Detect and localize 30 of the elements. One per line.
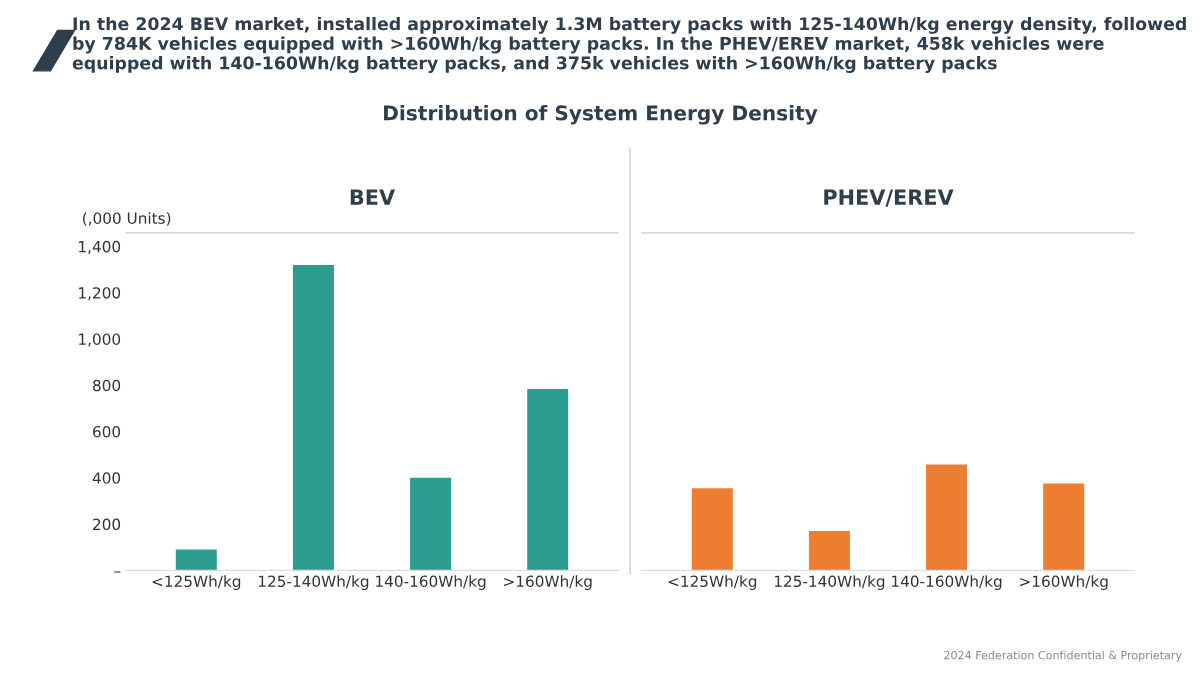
x-tick-label: 125-140Wh/kg [258, 575, 369, 591]
x-tick-label: 140-160Wh/kg [376, 575, 486, 591]
y-tick-label: 800 [93, 379, 121, 392]
bar [926, 464, 968, 571]
bar [410, 477, 452, 571]
y-tick-label: 1,000 [79, 333, 121, 347]
y-axis-title: (,000 Units) [83, 212, 171, 226]
chart-title: BEV [350, 189, 396, 205]
chart-title: PHEV/EREV [824, 189, 954, 207]
y-tick-label: 200 [93, 518, 121, 531]
bar [527, 388, 569, 571]
y-tick-label: 1,400 [79, 240, 121, 254]
x-tick-label: 125-140Wh/kg [774, 575, 885, 591]
bar [1043, 483, 1085, 571]
x-tick-label: <125Wh/kg [668, 575, 757, 591]
text: Distribution of System Energy Density [384, 104, 818, 125]
bar [175, 549, 217, 571]
x-tick-label: >160Wh/kg [504, 575, 592, 591]
bar [292, 264, 334, 571]
text: 2024 Federation Confidential & Proprietary [944, 650, 1182, 662]
x-tick-label: <125Wh/kg [152, 575, 241, 591]
y-tick-label: 1,200 [79, 287, 121, 301]
y-tick-label: – [114, 571, 121, 573]
x-tick-label: >160Wh/kg [1020, 575, 1108, 591]
y-tick-label: 600 [93, 425, 121, 438]
y-tick-label: 400 [92, 472, 121, 484]
x-tick-label: 140-160Wh/kg [892, 575, 1002, 591]
bar [808, 531, 850, 571]
text: In the 2024 BEV market, installed approximately 1.3M battery packs with 125-140Wh/kg energy density, followed by 784K vehicles equipped with >160Wh/kg battery packs. In the PHEV/EREV market, 458k vehicles were equipped with 140-160Wh/kg battery packs, and 375k vehicles with >160Wh/kg battery packs [72, 16, 1186, 73]
bar [691, 488, 733, 571]
